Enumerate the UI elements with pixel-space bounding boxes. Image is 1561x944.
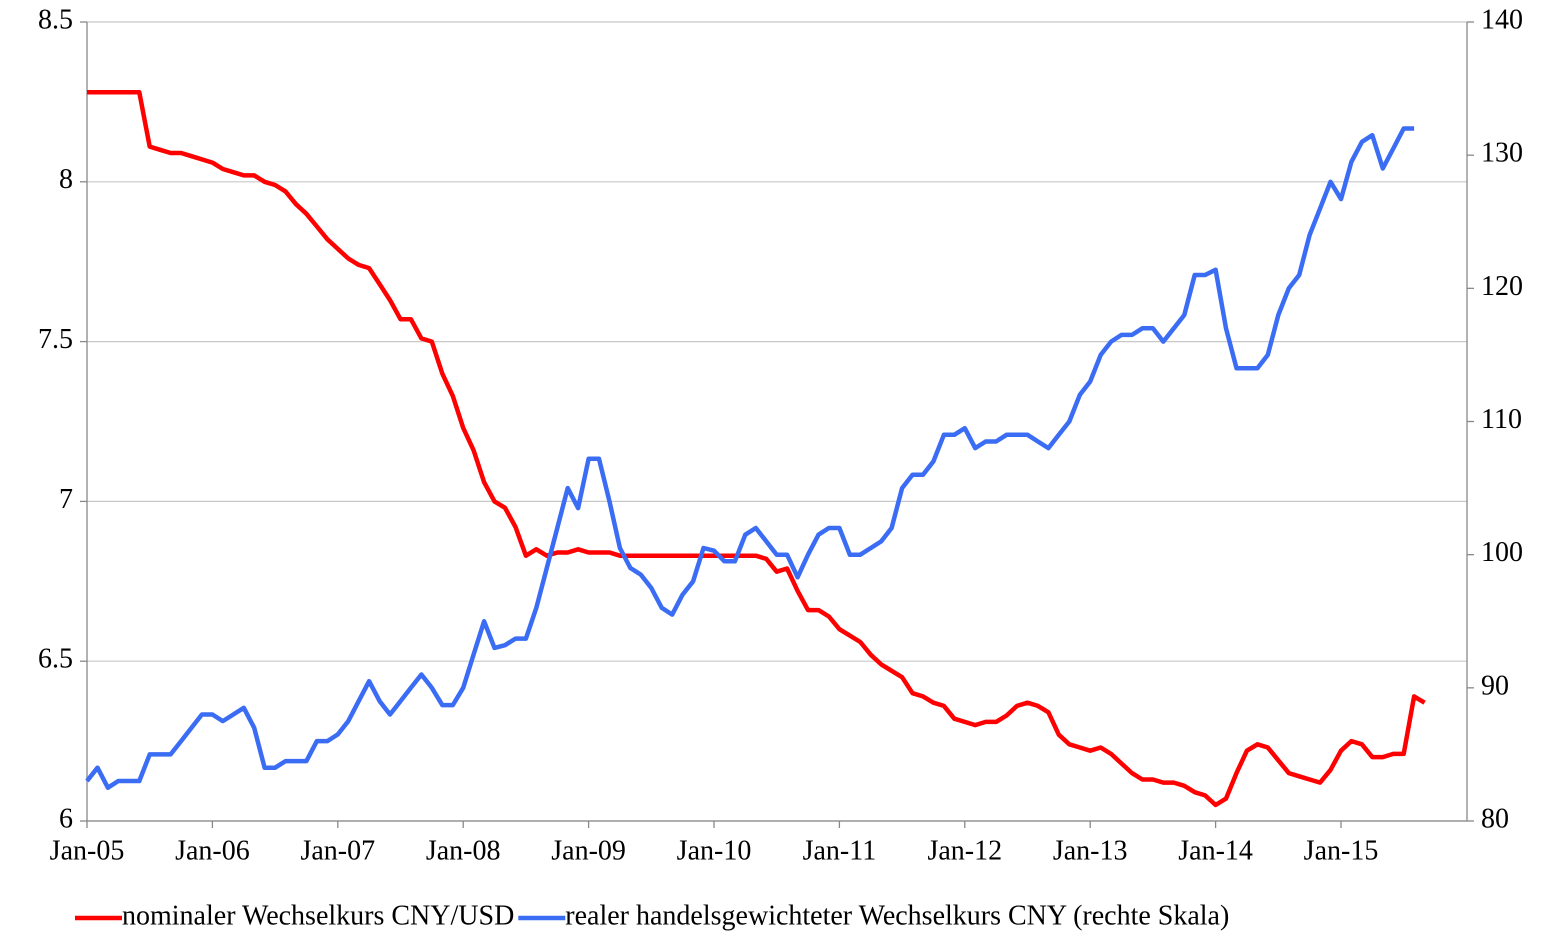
y2-tick-label: 120 (1481, 271, 1523, 302)
y-tick-label: 8 (59, 164, 73, 195)
x-tick-label: Jan-09 (551, 835, 626, 866)
y2-tick-label: 110 (1481, 404, 1522, 435)
x-tick-label: Jan-05 (50, 835, 125, 866)
y-tick-label: 6 (59, 803, 73, 834)
legend-label: realer handelsgewichteter Wechselkurs CN… (565, 900, 1229, 931)
legend-label: nominaler Wechselkurs CNY/USD (122, 900, 514, 931)
x-tick-label: Jan-10 (677, 835, 752, 866)
y2-tick-label: 90 (1481, 670, 1509, 701)
y-tick-label: 8.5 (38, 4, 73, 35)
y2-tick-label: 80 (1481, 803, 1509, 834)
y-tick-label: 7.5 (38, 324, 73, 355)
data-line (87, 90, 1426, 808)
x-tick-label: Jan-12 (927, 835, 1002, 866)
x-tick-label: Jan-07 (300, 835, 375, 866)
y-tick-label: 6.5 (38, 644, 73, 675)
y2-tick-label: 130 (1481, 138, 1523, 169)
data-line (85, 126, 1415, 790)
x-tick-label: Jan-14 (1178, 835, 1253, 866)
y2-tick-label: 100 (1481, 537, 1523, 568)
x-tick-label: Jan-08 (426, 835, 501, 866)
x-tick-label: Jan-13 (1053, 835, 1128, 866)
y-tick-label: 7 (59, 484, 73, 515)
x-tick-label: Jan-11 (803, 835, 877, 866)
x-tick-label: Jan-06 (175, 835, 250, 866)
x-tick-label: Jan-15 (1304, 835, 1379, 866)
y2-tick-label: 140 (1481, 4, 1523, 35)
